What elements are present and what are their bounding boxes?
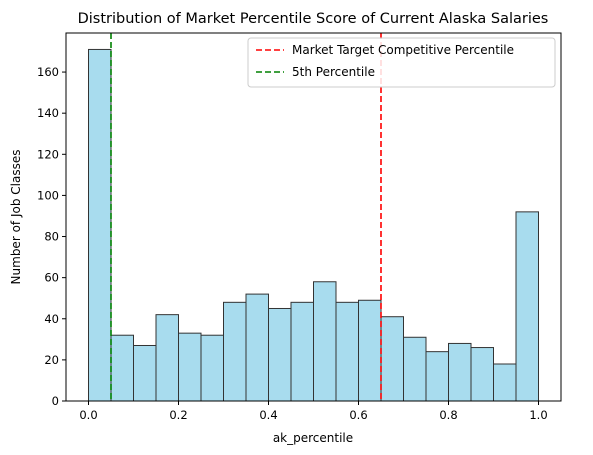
y-tick-label: 140 [37,106,59,120]
histogram-bar [470,347,494,402]
histogram-bar [133,344,157,402]
histogram-bar [223,301,247,402]
chart-title: Distribution of Market Percentile Score … [78,11,549,27]
x-tick-label: 0.2 [169,408,187,422]
histogram-bar [335,301,359,402]
legend: Market Target Competitive Percentile 5th… [247,37,556,88]
x-tick-label: 0.0 [79,408,97,422]
y-axis-label: Number of Job Classes [9,150,23,285]
y-axis-ticks: 0 20 40 60 80 100 120 140 160 [37,65,66,408]
y-tick-label: 100 [37,188,59,202]
histogram-bar [493,363,517,402]
reference-lines [110,33,382,401]
histogram-bar [313,281,337,402]
histogram-bar [178,332,202,402]
histogram-bar [425,351,449,402]
histogram-bar [200,334,224,402]
histogram-bar [380,316,404,402]
legend-entry-5th-percentile: 5th Percentile [292,65,375,79]
legend-entry-market-target: Market Target Competitive Percentile [292,43,514,57]
y-tick-label: 20 [44,353,59,367]
histogram-bar [358,299,382,402]
histogram-bars [88,48,539,402]
histogram-bar [88,48,112,402]
x-tick-label: 0.8 [439,408,457,422]
histogram-bar [448,342,472,402]
y-tick-label: 40 [44,312,59,326]
histogram-bar [515,211,539,402]
histogram-bar [245,293,269,402]
y-tick-label: 60 [44,271,59,285]
x-tick-label: 1.0 [529,408,547,422]
histogram-bar [110,334,134,402]
x-tick-label: 0.4 [259,408,277,422]
y-tick-label: 120 [37,147,59,161]
histogram-bar [155,314,179,402]
legend-box [247,37,556,88]
plot-frame [65,32,562,402]
histogram-bar [290,301,314,402]
histogram-bar [268,307,292,402]
y-tick-label: 0 [52,394,59,408]
x-axis-ticks: 0.0 0.2 0.4 0.6 0.8 1.0 [79,401,548,422]
y-tick-label: 80 [44,230,59,244]
x-tick-label: 0.6 [349,408,367,422]
histogram-bar [403,336,427,402]
x-axis-label: ak_percentile [273,431,353,445]
y-tick-label: 160 [37,65,59,79]
